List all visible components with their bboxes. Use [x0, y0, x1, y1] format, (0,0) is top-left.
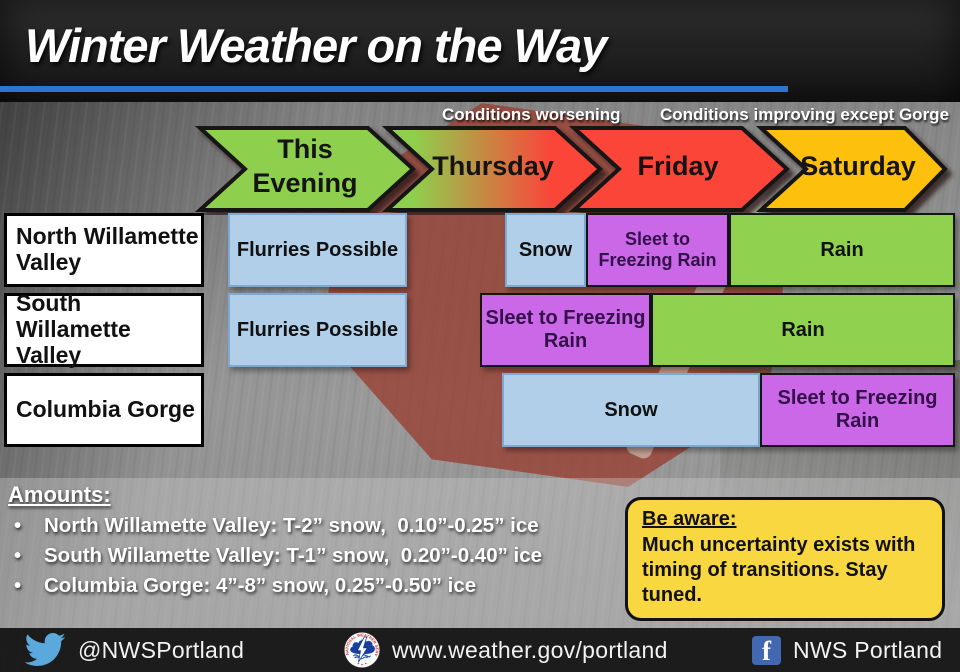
- segment-flurries-possible: Flurries Possible: [228, 293, 407, 367]
- amounts-item-gorge: • Columbia Gorge: 4”-8” snow, 0.25”-0.50”…: [8, 574, 542, 598]
- title-underline: [0, 86, 788, 92]
- facebook-icon: f: [752, 635, 781, 665]
- segment-sleet-freezing-rain: Sleet to Freezing Rain: [480, 293, 651, 367]
- nws-logo-small: [344, 632, 380, 668]
- facebook-link[interactable]: f NWS Portland: [752, 635, 943, 665]
- conditions-improving-label: Conditions improving except Gorge: [660, 105, 950, 124]
- segment-snow: Snow: [502, 373, 760, 447]
- arrow-label-saturday: Saturday: [800, 151, 916, 181]
- be-aware-heading: Be aware:: [642, 508, 737, 530]
- amounts-item-north: • North Willamette Valley: T-2” snow, 0.1…: [8, 514, 542, 538]
- segment-sleet-freezing-rain: Sleet to Freezing Rain: [760, 373, 955, 447]
- amounts-item-text: South Willamette Valley: T-1” snow, 0.20…: [44, 544, 543, 567]
- arrow-label-this-evening: This Evening: [252, 134, 358, 198]
- header-bar: Winter Weather on the Way: [0, 0, 960, 102]
- arrow-friday: [568, 126, 790, 212]
- area-label-columbia-gorge: Columbia Gorge: [4, 373, 204, 447]
- website-url: www.weather.gov/portland: [392, 636, 668, 663]
- conditions-worsening-label: Conditions worsening: [442, 105, 621, 124]
- area-label-south-willamette: South Willamette Valley: [4, 290, 204, 368]
- amounts-section: Amounts: • North Willamette Valley: T-2” …: [8, 482, 542, 604]
- bullet-icon: •: [14, 574, 22, 597]
- facebook-name: NWS Portland: [793, 636, 943, 663]
- arrow-saturday: [755, 126, 948, 212]
- arrow-this-evening: [194, 126, 416, 212]
- arrow-thursday: [381, 126, 603, 212]
- twitter-link[interactable]: @NWSPortland: [24, 633, 244, 667]
- segment-sleet-freezing-rain: Sleet to Freezing Rain: [586, 213, 729, 287]
- amounts-item-south: • South Willamette Valley: T-1” snow, 0.2…: [8, 544, 542, 568]
- twitter-icon: [24, 633, 66, 666]
- amounts-item-text: North Willamette Valley: T-2” snow, 0.10…: [44, 514, 539, 537]
- amounts-list: • North Willamette Valley: T-2” snow, 0.1…: [8, 514, 542, 598]
- website-link[interactable]: www.weather.gov/portland: [344, 632, 668, 668]
- segment-rain: Rain: [729, 213, 955, 287]
- twitter-handle: @NWSPortland: [78, 636, 245, 663]
- bullet-icon: •: [14, 514, 22, 537]
- segment-flurries-possible: Flurries Possible: [228, 213, 407, 287]
- arrow-label-thursday: Thursday: [432, 151, 554, 181]
- be-aware-body: Much uncertainty exists with timing of t…: [642, 534, 916, 606]
- amounts-heading: Amounts:: [8, 482, 111, 507]
- arrow-label-friday: Friday: [637, 151, 719, 181]
- footer-bar: @NWSPortland www.weather.gov/portland f …: [0, 628, 960, 672]
- bullet-icon: •: [14, 544, 22, 567]
- timeline-arrows: [194, 126, 948, 212]
- page-title: Winter Weather on the Way: [25, 19, 607, 72]
- segment-rain: Rain: [651, 293, 955, 367]
- amounts-item-text: Columbia Gorge: 4”-8” snow, 0.25”-0.50” …: [44, 574, 477, 597]
- area-label-north-willamette: North Willamette Valley: [4, 213, 204, 287]
- segment-snow: Snow: [505, 213, 586, 287]
- be-aware-callout: Be aware: Much uncertainty exists with t…: [625, 497, 945, 621]
